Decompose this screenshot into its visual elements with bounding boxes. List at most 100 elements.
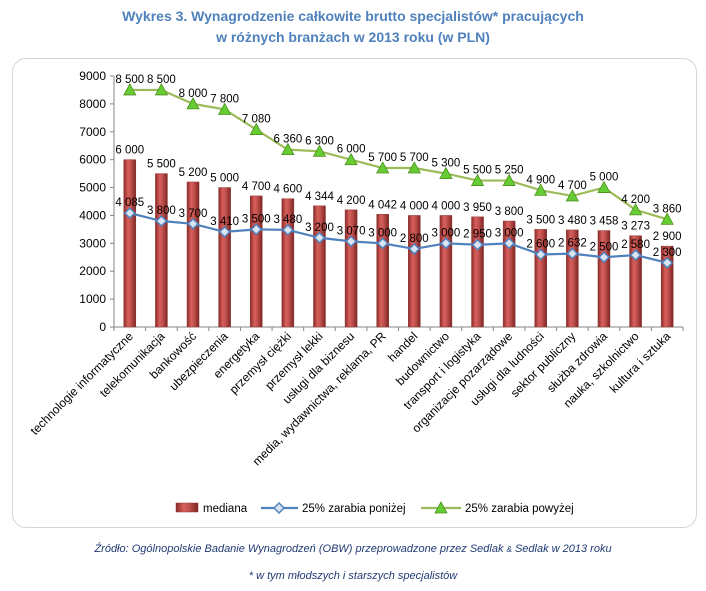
label-25-powyzej: 6 000 bbox=[337, 144, 366, 156]
point-25-powyzej bbox=[502, 173, 516, 186]
y-tick-label: 2000 bbox=[79, 264, 106, 278]
label-mediana: 4 344 bbox=[305, 191, 334, 203]
point-25-ponizej bbox=[345, 235, 358, 248]
point-25-powyzej bbox=[597, 180, 611, 193]
label-25-ponizej: 2 632 bbox=[558, 238, 587, 250]
chart: 0 1000 2000 3000 4000 5000 6000 7000 8000 9000 6 … bbox=[27, 69, 684, 515]
source-amp: & bbox=[506, 545, 512, 554]
bar-mediana bbox=[408, 215, 421, 328]
point-25-powyzej bbox=[660, 212, 674, 225]
point-25-ponizej bbox=[155, 214, 168, 228]
label-25-powyzej: 8 500 bbox=[115, 74, 144, 86]
y-tick-label: 0 bbox=[99, 320, 106, 334]
label-25-ponizej: 3 000 bbox=[432, 227, 461, 239]
footnote: * w tym młodszych i starszych specjalist… bbox=[248, 570, 458, 582]
point-25-ponizej bbox=[272, 501, 286, 515]
bar-mediana bbox=[502, 220, 516, 328]
point-25-ponizej bbox=[376, 237, 389, 250]
label-mediana: 5 000 bbox=[210, 173, 239, 185]
point-25-ponizej bbox=[629, 248, 642, 262]
point-25-powyzej bbox=[186, 97, 200, 110]
line-25-powyzej bbox=[129, 88, 668, 221]
label-25-ponizej: 3 000 bbox=[495, 227, 524, 239]
label-mediana: 2 900 bbox=[653, 231, 682, 243]
label-25-powyzej: 5 250 bbox=[495, 165, 524, 177]
label-25-powyzej: 8 500 bbox=[147, 74, 176, 86]
point-25-powyzej bbox=[534, 183, 548, 196]
label-25-powyzej: 7 800 bbox=[210, 93, 239, 105]
y-tick-label: 8000 bbox=[79, 97, 106, 111]
chart-title-line1: Wykres 3. Wynagrodzenie całkowite brutto… bbox=[122, 8, 584, 24]
label-25-powyzej: 5 300 bbox=[432, 158, 461, 170]
label-25-powyzej: 7 080 bbox=[242, 114, 271, 126]
bar-mediana bbox=[123, 159, 137, 328]
label-mediana: 4 200 bbox=[337, 195, 366, 207]
label-mediana: 4 700 bbox=[242, 181, 271, 193]
point-25-ponizej bbox=[566, 247, 579, 260]
label-25-ponizej: 3 410 bbox=[210, 216, 239, 228]
label-mediana: 3 458 bbox=[590, 216, 619, 228]
y-tick-label: 1000 bbox=[79, 292, 106, 306]
label-25-ponizej: 3 000 bbox=[368, 227, 397, 239]
point-25-powyzej bbox=[123, 83, 137, 96]
point-25-ponizej bbox=[250, 223, 263, 236]
point-25-ponizej bbox=[471, 238, 484, 251]
label-mediana: 4 000 bbox=[400, 200, 429, 212]
label-25-powyzej: 3 860 bbox=[653, 203, 682, 215]
bar-mediana bbox=[629, 235, 642, 328]
point-25-powyzej bbox=[439, 166, 453, 180]
point-25-powyzej bbox=[565, 189, 580, 202]
point-25-ponizej bbox=[313, 231, 326, 244]
label-25-ponizej: 2 300 bbox=[653, 247, 682, 259]
label-mediana: 3 950 bbox=[463, 202, 492, 214]
y-tick-label: 4000 bbox=[79, 208, 106, 222]
label-mediana: 5 200 bbox=[179, 167, 208, 179]
label-25-powyzej: 5 000 bbox=[590, 172, 619, 184]
label-25-powyzej: 6 300 bbox=[305, 135, 334, 147]
label-mediana: 3 480 bbox=[558, 215, 587, 227]
bar-mediana bbox=[186, 181, 200, 328]
label-25-ponizej: 2 580 bbox=[621, 239, 650, 251]
legend-label-mediana: mediana bbox=[203, 503, 248, 515]
point-25-powyzej bbox=[249, 122, 263, 135]
label-25-powyzej: 5 700 bbox=[400, 152, 429, 164]
label-mediana: 5 500 bbox=[147, 159, 176, 171]
label-mediana: 4 000 bbox=[432, 200, 461, 212]
label-25-powyzej: 4 700 bbox=[558, 180, 587, 192]
point-25-ponizej bbox=[281, 223, 294, 237]
point-25-ponizej bbox=[597, 251, 611, 264]
point-25-powyzej bbox=[376, 161, 390, 174]
point-25-ponizej bbox=[408, 242, 421, 255]
legend-label-25-ponizej: 25% zarabia poniżej bbox=[302, 503, 406, 515]
label-25-powyzej: 5 500 bbox=[463, 165, 492, 177]
label-mediana: 4 600 bbox=[273, 184, 302, 196]
point-25-ponizej bbox=[123, 207, 136, 220]
chart-title-line2: w różnych branżach w 2013 roku (w PLN) bbox=[216, 29, 490, 45]
legend-swatch-mediana bbox=[175, 502, 199, 513]
label-25-ponizej: 3 200 bbox=[305, 222, 334, 234]
y-tick-label: 3000 bbox=[79, 236, 106, 250]
label-25-ponizej: 2 500 bbox=[590, 241, 619, 253]
bar-mediana bbox=[155, 173, 168, 328]
bar-mediana bbox=[218, 187, 231, 328]
label-25-ponizej: 3 070 bbox=[337, 225, 366, 237]
point-25-ponizej bbox=[218, 225, 231, 238]
point-25-powyzej bbox=[312, 144, 327, 157]
label-mediana: 3 273 bbox=[621, 221, 650, 233]
label-25-ponizej: 3 480 bbox=[273, 214, 302, 226]
label-25-ponizej: 4 085 bbox=[115, 197, 144, 209]
point-25-powyzej bbox=[434, 501, 448, 514]
label-25-ponizej: 2 800 bbox=[400, 233, 429, 245]
label-25-powyzej: 4 200 bbox=[621, 194, 650, 206]
point-25-ponizej bbox=[661, 256, 674, 269]
label-25-ponizej: 3 800 bbox=[147, 205, 176, 217]
label-mediana: 3 500 bbox=[526, 214, 555, 226]
label-mediana: 3 800 bbox=[495, 206, 524, 218]
y-tick-label: 6000 bbox=[79, 153, 106, 167]
label-25-ponizej: 2 950 bbox=[463, 229, 492, 241]
label-25-powyzej: 4 900 bbox=[526, 174, 555, 186]
label-25-powyzej: 8 000 bbox=[179, 88, 208, 100]
point-25-ponizej bbox=[186, 217, 200, 230]
source-suffix: Sedlak w 2013 roku bbox=[511, 543, 612, 555]
y-tick-label: 9000 bbox=[79, 69, 106, 83]
